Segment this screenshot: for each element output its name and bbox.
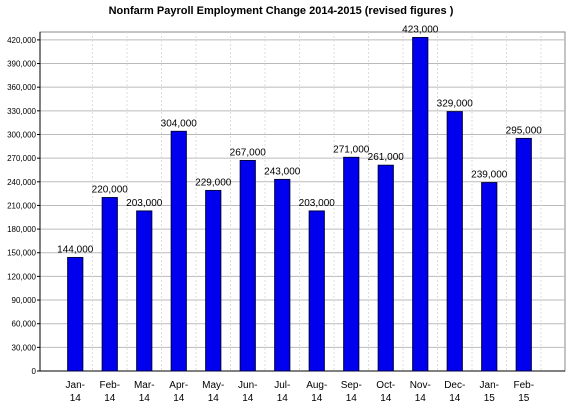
bar — [170, 130, 187, 372]
y-tick-label: 210,000 — [7, 201, 36, 210]
x-tick-label: Feb-15 — [513, 380, 534, 404]
bar — [101, 197, 118, 372]
value-label: 329,000 — [437, 99, 474, 110]
x-tick-label: Aug-14 — [306, 380, 327, 404]
value-label: 203,000 — [126, 198, 163, 209]
x-tick-label: Jan-15 — [480, 380, 499, 404]
value-label: 423,000 — [402, 25, 439, 36]
x-tick-label: Mar-14 — [134, 380, 155, 404]
bar — [515, 137, 532, 372]
value-label: 304,000 — [161, 118, 198, 129]
x-tick-label: Apr-14 — [169, 380, 188, 404]
y-tick-label: 0 — [32, 367, 37, 376]
x-tick-label: May-14 — [202, 380, 224, 404]
bar — [274, 178, 291, 372]
x-tick-label: Oct-14 — [376, 380, 395, 404]
y-tick-label: 180,000 — [7, 225, 36, 234]
bar — [446, 111, 463, 372]
value-label: 220,000 — [92, 185, 129, 196]
bar — [136, 210, 153, 372]
bar — [412, 37, 429, 372]
bar — [377, 164, 394, 372]
value-label: 144,000 — [57, 244, 94, 255]
y-tick-label: 360,000 — [7, 83, 36, 92]
y-tick-label: 240,000 — [7, 178, 36, 187]
y-tick-label: 30,000 — [12, 343, 37, 352]
value-label: 295,000 — [506, 125, 543, 136]
bar — [205, 189, 222, 372]
y-tick-label: 90,000 — [12, 296, 37, 305]
x-tick-label: Jun-14 — [238, 380, 257, 404]
value-label: 229,000 — [195, 177, 232, 188]
x-tick-label: Sep-14 — [341, 380, 362, 404]
x-tick-label: Jan-14 — [66, 380, 85, 404]
bar — [239, 160, 256, 372]
x-tick-label: Jul-14 — [274, 380, 290, 404]
y-tick-label: 120,000 — [7, 272, 36, 281]
value-label: 271,000 — [333, 144, 370, 155]
x-tick-label: Nov-14 — [410, 380, 431, 404]
y-tick-label: 270,000 — [7, 154, 36, 163]
value-label: 267,000 — [230, 148, 267, 159]
bar — [481, 182, 498, 372]
value-label: 203,000 — [299, 198, 336, 209]
value-label: 243,000 — [264, 166, 301, 177]
value-label: 239,000 — [471, 170, 508, 181]
y-tick-label: 150,000 — [7, 249, 36, 258]
y-tick-label: 300,000 — [7, 130, 36, 139]
chart-title: Nonfarm Payroll Employment Change 2014-2… — [109, 5, 454, 17]
bar — [343, 156, 360, 372]
x-tick-label: Dec-14 — [444, 380, 465, 404]
y-tick-label: 390,000 — [7, 60, 36, 69]
value-label: 261,000 — [368, 152, 405, 163]
bar — [67, 256, 84, 372]
y-tick-label: 330,000 — [7, 107, 36, 116]
y-tick-label: 60,000 — [12, 320, 37, 329]
x-tick-label: Feb-14 — [99, 380, 120, 404]
bar — [308, 210, 325, 372]
y-tick-label: 420,000 — [7, 36, 36, 45]
